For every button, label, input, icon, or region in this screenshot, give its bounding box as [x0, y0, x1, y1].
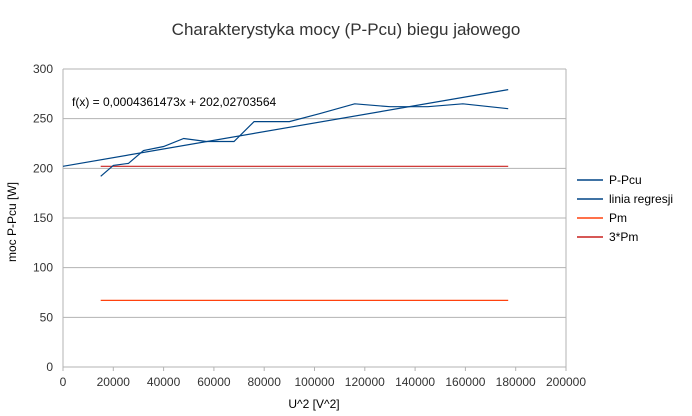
x-tick-label: 200000 [546, 375, 586, 389]
regression-equation: f(x) = 0,0004361473x + 202,02703564 [72, 95, 276, 109]
series-line-p-pcu [100, 103, 509, 177]
y-tick-label: 50 [40, 310, 54, 324]
y-tick-label: 0 [46, 360, 53, 374]
legend-item-label: Pm [609, 211, 627, 225]
legend-item-label: P-Pcu [609, 173, 642, 187]
y-tick-label: 300 [33, 62, 53, 76]
chart-title: Charakterystyka mocy (P-Pcu) biegu jałow… [172, 20, 521, 39]
x-tick-label: 0 [60, 375, 67, 389]
x-axis-label: U^2 [V^2] [288, 397, 339, 411]
x-tick-label: 120000 [345, 375, 385, 389]
plot-area: 0 50 100 150 200 250 300 0 20000 40000 60000 80000 1… [33, 62, 586, 389]
x-tick-label: 100000 [294, 375, 334, 389]
legend-item-label: 3*Pm [609, 230, 638, 244]
y-axis-label: moc P-Pcu [W] [5, 182, 19, 262]
x-tick-label: 40000 [147, 375, 181, 389]
x-tick-label: 60000 [197, 375, 231, 389]
y-tick-label: 150 [33, 211, 53, 225]
legend-item-label: linia regresji [609, 192, 673, 206]
x-tick-label: 20000 [97, 375, 131, 389]
y-tick-label: 250 [33, 112, 53, 126]
series-line-linia-regresji [62, 89, 509, 167]
legend: P-Pcu linia regresji Pm 3*Pm [577, 173, 673, 244]
x-tick-label: 180000 [496, 375, 536, 389]
x-tick-label: 140000 [395, 375, 435, 389]
y-tick-label: 200 [33, 161, 53, 175]
x-tick-label: 160000 [445, 375, 485, 389]
y-tick-label: 100 [33, 261, 53, 275]
x-tick-label: 80000 [248, 375, 282, 389]
